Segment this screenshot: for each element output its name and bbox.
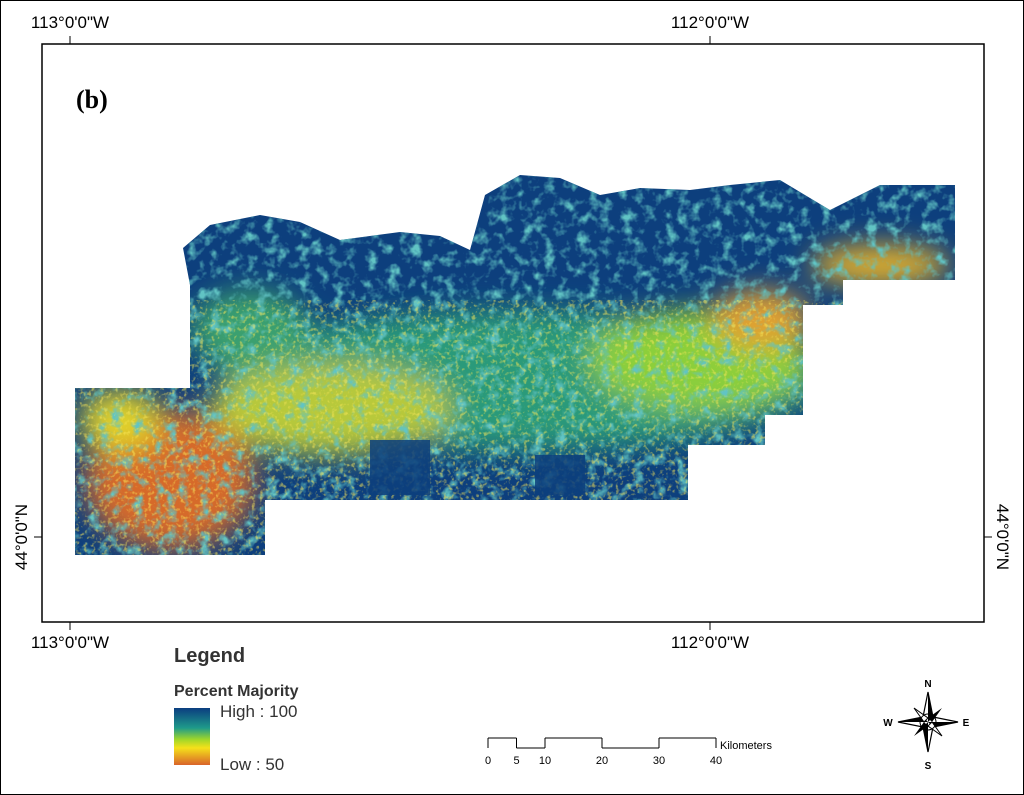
bottom-label: 112°0'0"W [671, 633, 749, 652]
compass-e: E [963, 718, 970, 729]
compass-n: N [924, 679, 931, 690]
bottom-label: 113°0'0"W [31, 633, 109, 652]
top-label: 113°0'0"W [31, 13, 109, 32]
frame-ticks [34, 36, 992, 630]
compass-s: S [925, 761, 932, 772]
scale-tick-label: 10 [539, 755, 551, 767]
legend-title: Legend [174, 645, 245, 667]
scale-tick-label: 0 [485, 755, 491, 767]
legend-subtitle: Percent Majority [174, 683, 299, 700]
legend-ramp [174, 708, 210, 765]
right-label: 44°0'0"N [993, 504, 1012, 570]
scale-tick-label: 30 [653, 755, 665, 767]
scale-tick-label: 5 [513, 755, 519, 767]
scale-unit: Kilometers [720, 740, 772, 752]
panel-label: (b) [76, 85, 108, 114]
scale-tick-label: 40 [710, 755, 722, 767]
top-label: 112°0'0"W [671, 13, 749, 32]
compass: N S E W [883, 679, 969, 772]
compass-w: W [883, 718, 893, 729]
left-label: 44°0'0"N [12, 504, 31, 570]
scale-bar: 0 5 10 20 30 40 Kilometers [485, 737, 772, 767]
legend-low: Low : 50 [220, 755, 284, 774]
scale-tick-label: 20 [596, 755, 608, 767]
legend-high: High : 100 [220, 702, 298, 721]
